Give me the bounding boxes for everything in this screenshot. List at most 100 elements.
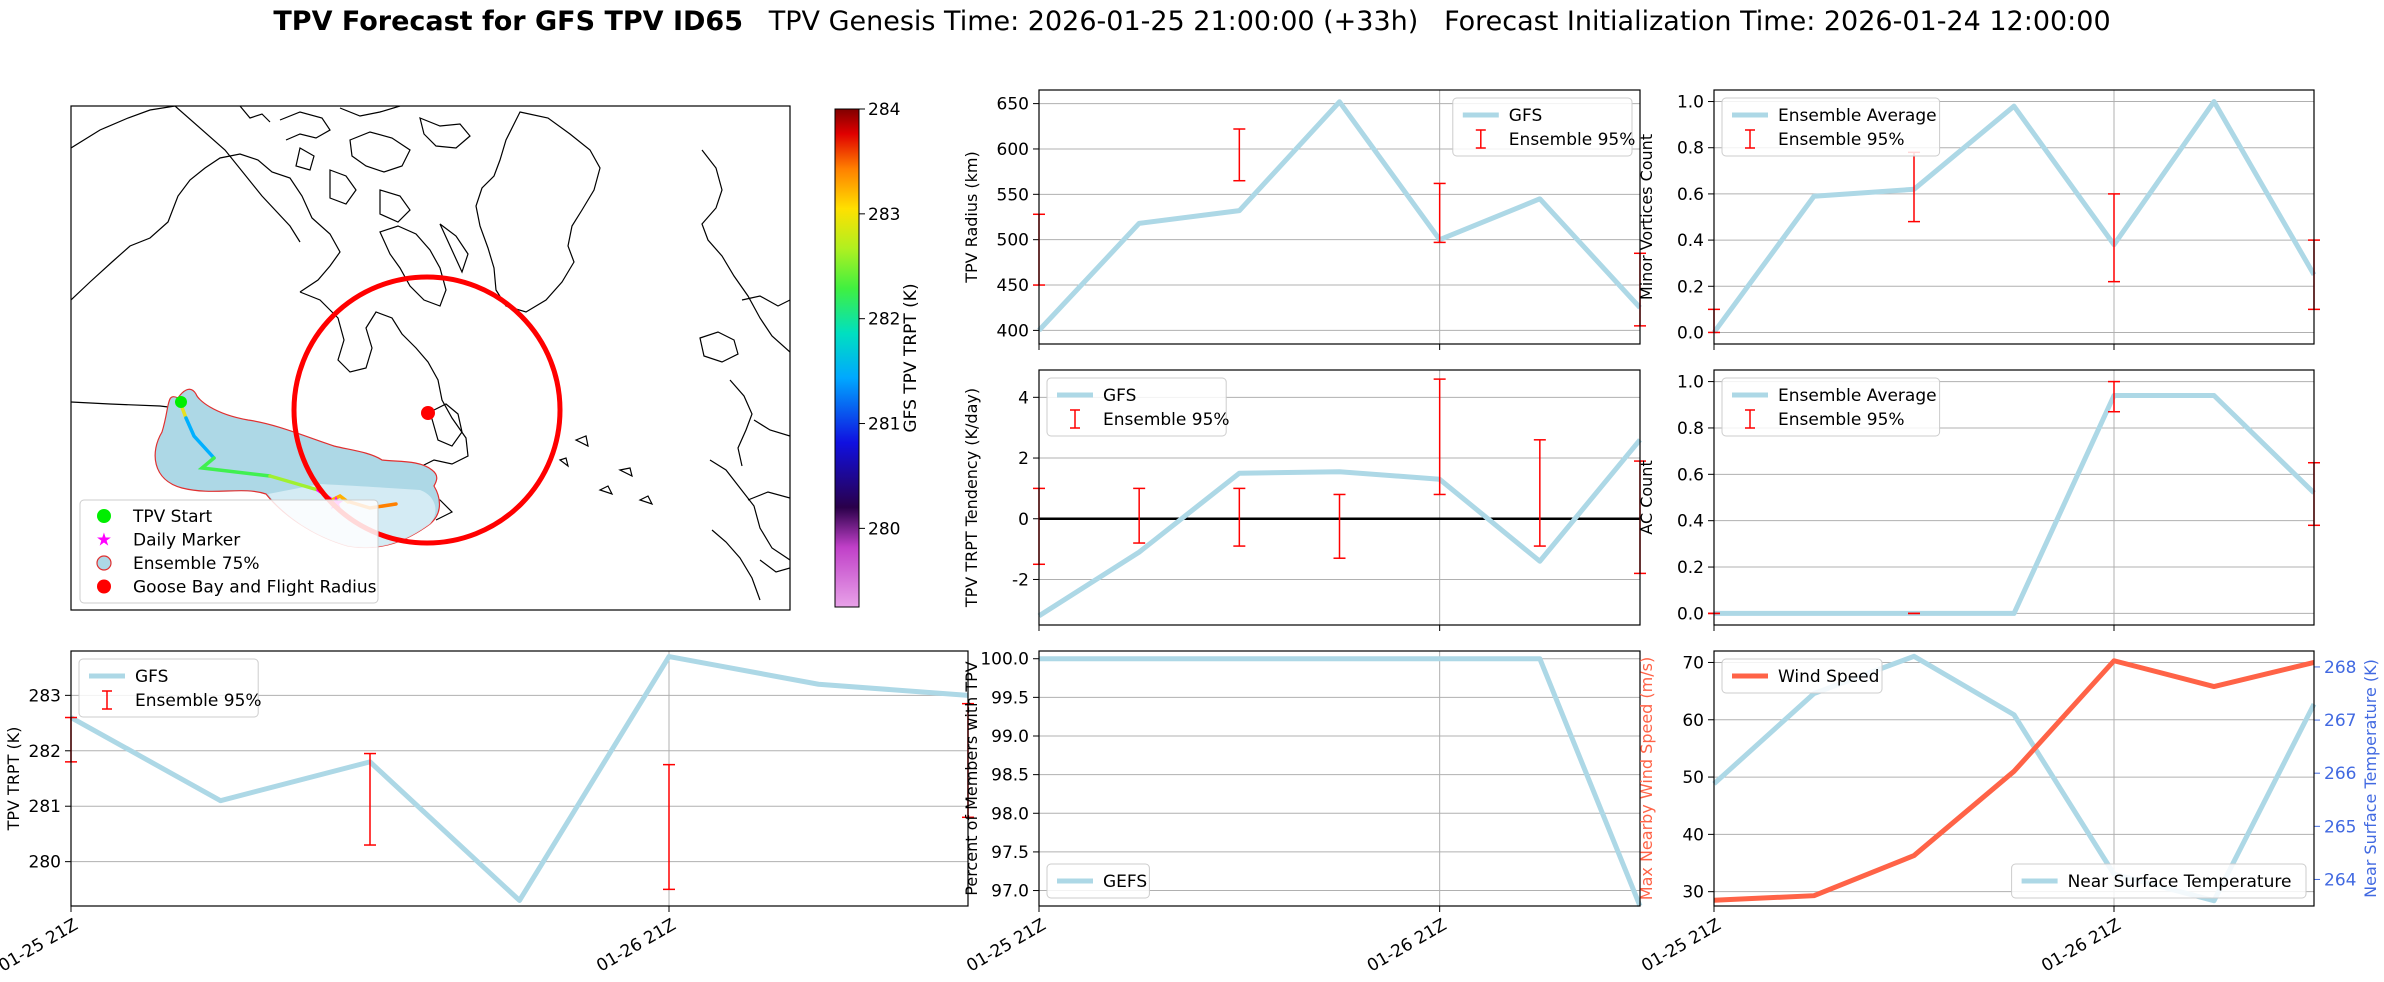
chart-legend-box (1046, 863, 1150, 899)
map-legend: TPV Start ★ Daily Marker Ensemble 75% Goose … (79, 499, 379, 604)
legend-label: Ensemble Average (1778, 106, 1937, 126)
coastline-small-islands (558, 435, 654, 506)
x-tick-label: 01-25 21Z (963, 915, 1049, 976)
title-genesis: TPV Genesis Time: 2026-01-25 21:00:00 (+… (768, 6, 1419, 37)
x-tick-label: 01-26 21Z (593, 915, 679, 976)
map-panel: TPV Start ★ Daily Marker Ensemble 75% Goose … (70, 100, 921, 611)
legend-label: Ensemble 75% (133, 554, 260, 574)
coastline-arctic-islands (239, 106, 471, 223)
plot-frame (1713, 369, 2315, 626)
y-tick-label: 97.5 (991, 843, 1029, 863)
y-tick-label: 0.4 (1677, 231, 1704, 251)
y-tick-label: 60 (1682, 711, 1704, 731)
series-line (69, 654, 969, 903)
colorbar-tick-label: 283 (868, 205, 900, 225)
y-tick-label: 1.0 (1677, 373, 1704, 393)
y-axis-label: Max Nearby Wind Speed (m/s) (1637, 657, 1656, 900)
legend-label: Wind Speed (1778, 667, 1879, 687)
legend-symbol-dot (97, 579, 111, 594)
legend-label: Daily Marker (133, 531, 240, 551)
y-tick-label: 40 (1682, 825, 1704, 845)
x-tick-label: 01-25 21Z (0, 915, 82, 976)
chart-legend: GFS Ensemble 95% (1046, 377, 1230, 437)
chart-legend: Wind Speed (1721, 658, 1883, 694)
series-line (1037, 99, 1642, 333)
plot-frame (1038, 369, 1641, 626)
chart-radius: 400 450 500 550 600 650 TPV Radius (km) GFS Ense… (962, 89, 1646, 350)
chart-legend: Ensemble Average Ensemble 95% (1721, 377, 1941, 437)
chart-tendency: -2 0 2 4 TPV TRPT Tendency (K/day) GFS Ensembl… (962, 369, 1646, 631)
y-tick-label: 650 (997, 95, 1029, 115)
series-line (1037, 438, 1642, 619)
plot-frame (1038, 89, 1641, 345)
y-axis-label: TPV TRPT (K) (4, 727, 23, 832)
y-tick-label: 4 (1018, 388, 1029, 408)
plot-frame (1713, 650, 2315, 907)
y-tick-label: 282 (29, 742, 61, 762)
flight-radius-circle (291, 274, 563, 546)
chart-wind: 30 40 50 60 70 01-25 21Z 01-26 21Z 264 265 266 267… (1637, 650, 2380, 976)
x-tick-label: 01-26 21Z (2038, 915, 2124, 976)
chart-legend: GFS Ensemble 95% (1452, 97, 1635, 157)
y-tick-label: 0.8 (1677, 139, 1704, 159)
y-tick-label: 97.0 (991, 882, 1029, 902)
y-tick-label: 0.4 (1677, 512, 1704, 532)
legend-label: GFS (135, 667, 168, 687)
coastline-baffin (379, 223, 469, 307)
legend-label: GEFS (1103, 872, 1147, 892)
y-tick-label: 500 (997, 231, 1029, 251)
y-tick-label: 283 (29, 686, 61, 706)
y-tick-label: 600 (997, 140, 1029, 160)
y2-tick-label: 268 (2324, 658, 2356, 678)
y-tick-label: 2 (1018, 449, 1029, 469)
map-frame (70, 105, 791, 611)
legend-label: GFS (1103, 386, 1136, 406)
y-tick-label: -2 (1012, 570, 1029, 590)
map-coastlines (71, 106, 790, 601)
legend-label: Goose Bay and Flight Radius (133, 578, 377, 598)
legend-label: Ensemble 95% (1103, 410, 1230, 430)
legend-symbol-ring (96, 555, 112, 571)
chart-legend-box (1721, 658, 1883, 694)
y-tick-label: 0.6 (1677, 465, 1704, 485)
legend-symbol-dot (97, 509, 111, 523)
track-segment-4 (268, 474, 320, 492)
plot-frame (1038, 650, 1641, 907)
legend-label: Ensemble 95% (1778, 410, 1905, 430)
colorbar-label: GFS TPV TRPT (K) (901, 283, 921, 432)
y-axis-label: Percent of Members with TPV (962, 661, 981, 895)
chart-minor: 0.0 0.2 0.4 0.6 0.8 1.0 Minor Vortices Count En… (1637, 89, 2320, 350)
y-tick-label: 70 (1682, 653, 1704, 673)
colorbar (834, 108, 860, 608)
series-line (1714, 393, 2316, 616)
x-tick-label: 01-25 21Z (1638, 915, 1724, 976)
y-tick-label: 280 (29, 853, 61, 873)
y2-tick-label: 266 (2324, 764, 2356, 784)
colorbar-tick-label: 280 (868, 519, 900, 539)
chart-legend: Near Surface Temperature (2011, 863, 2307, 899)
chart-ac: 0.0 0.2 0.4 0.6 0.8 1.0 AC Count Ensemble Avera… (1637, 369, 2320, 631)
coastline-north-america (71, 106, 341, 301)
y2-tick-label: 267 (2324, 711, 2356, 731)
track-segment-3 (197, 456, 272, 478)
y2-tick-label: 265 (2324, 817, 2356, 837)
coastline-iceland (699, 331, 739, 363)
colorbar-tick-label: 284 (868, 100, 900, 120)
track-segment-2 (184, 416, 216, 460)
y-axis-label: TPV TRPT Tendency (K/day) (962, 388, 981, 608)
chart-legend: GFS Ensemble 95% (78, 658, 262, 718)
map-legend-box (79, 499, 379, 604)
coastline-europe (701, 149, 790, 601)
chart-legend: GEFS (1046, 863, 1150, 899)
coastline-hudson-labrador (299, 291, 469, 489)
y-axis-label: Minor Vortices Count (1637, 134, 1656, 300)
y-tick-label: 400 (997, 321, 1029, 341)
y-tick-label: 99.0 (991, 727, 1029, 747)
coastline-greenland (475, 111, 601, 313)
legend-label: Ensemble 95% (1778, 130, 1905, 150)
border-europe (741, 295, 790, 573)
y-tick-label: 0 (1018, 510, 1029, 530)
figure-title: TPV Forecast for GFS TPV ID65 TPV Genesi… (0, 6, 2384, 37)
